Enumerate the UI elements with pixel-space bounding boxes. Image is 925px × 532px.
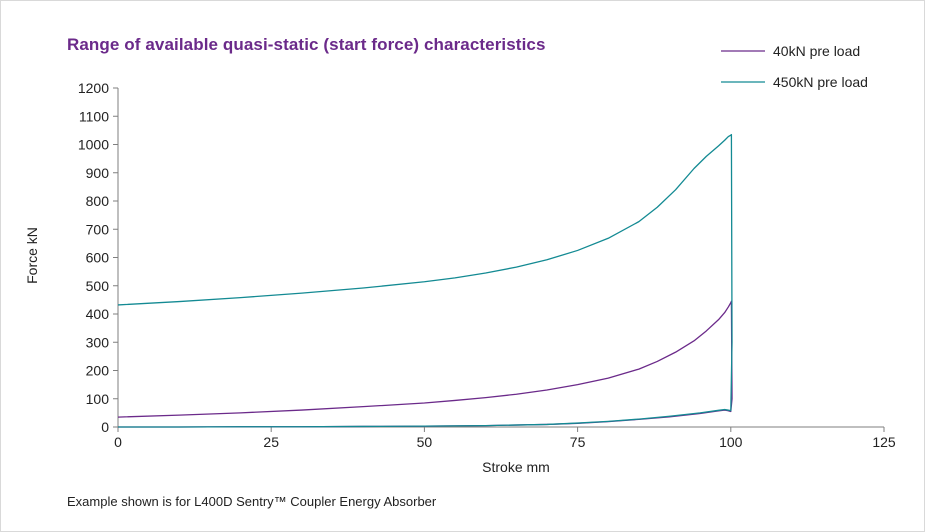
y-tick-label: 600 bbox=[86, 250, 110, 266]
legend-label-1: 40kN pre load bbox=[773, 43, 860, 59]
y-tick-label: 500 bbox=[86, 278, 110, 294]
x-tick-label: 25 bbox=[263, 434, 279, 450]
chart-footnote: Example shown is for L400D Sentry™ Coupl… bbox=[67, 494, 437, 509]
y-tick-label: 1000 bbox=[78, 137, 109, 153]
y-tick-label: 400 bbox=[86, 306, 110, 322]
y-axis-label: Force kN bbox=[24, 227, 40, 284]
y-tick-label: 800 bbox=[86, 193, 110, 209]
chart-title: Range of available quasi-static (start f… bbox=[67, 35, 546, 54]
y-tick-label: 0 bbox=[101, 419, 109, 435]
y-tick-label: 1200 bbox=[78, 80, 109, 96]
y-tick-label: 200 bbox=[86, 363, 110, 379]
x-tick-label: 100 bbox=[719, 434, 743, 450]
x-axis-label: Stroke mm bbox=[482, 459, 550, 475]
series-line-2 bbox=[117, 133, 733, 428]
y-tick-label: 1100 bbox=[79, 108, 109, 124]
x-tick-label: 50 bbox=[417, 434, 433, 450]
legend-label-2: 450kN pre load bbox=[773, 74, 868, 90]
y-tick-label: 100 bbox=[86, 391, 110, 407]
series-line-1 bbox=[117, 300, 733, 428]
x-tick-label: 75 bbox=[570, 434, 586, 450]
y-tick-label: 300 bbox=[86, 334, 110, 350]
y-tick-label: 700 bbox=[86, 221, 110, 237]
y-tick-label: 900 bbox=[86, 165, 110, 181]
x-tick-label: 0 bbox=[114, 434, 122, 450]
x-tick-label: 125 bbox=[872, 434, 896, 450]
